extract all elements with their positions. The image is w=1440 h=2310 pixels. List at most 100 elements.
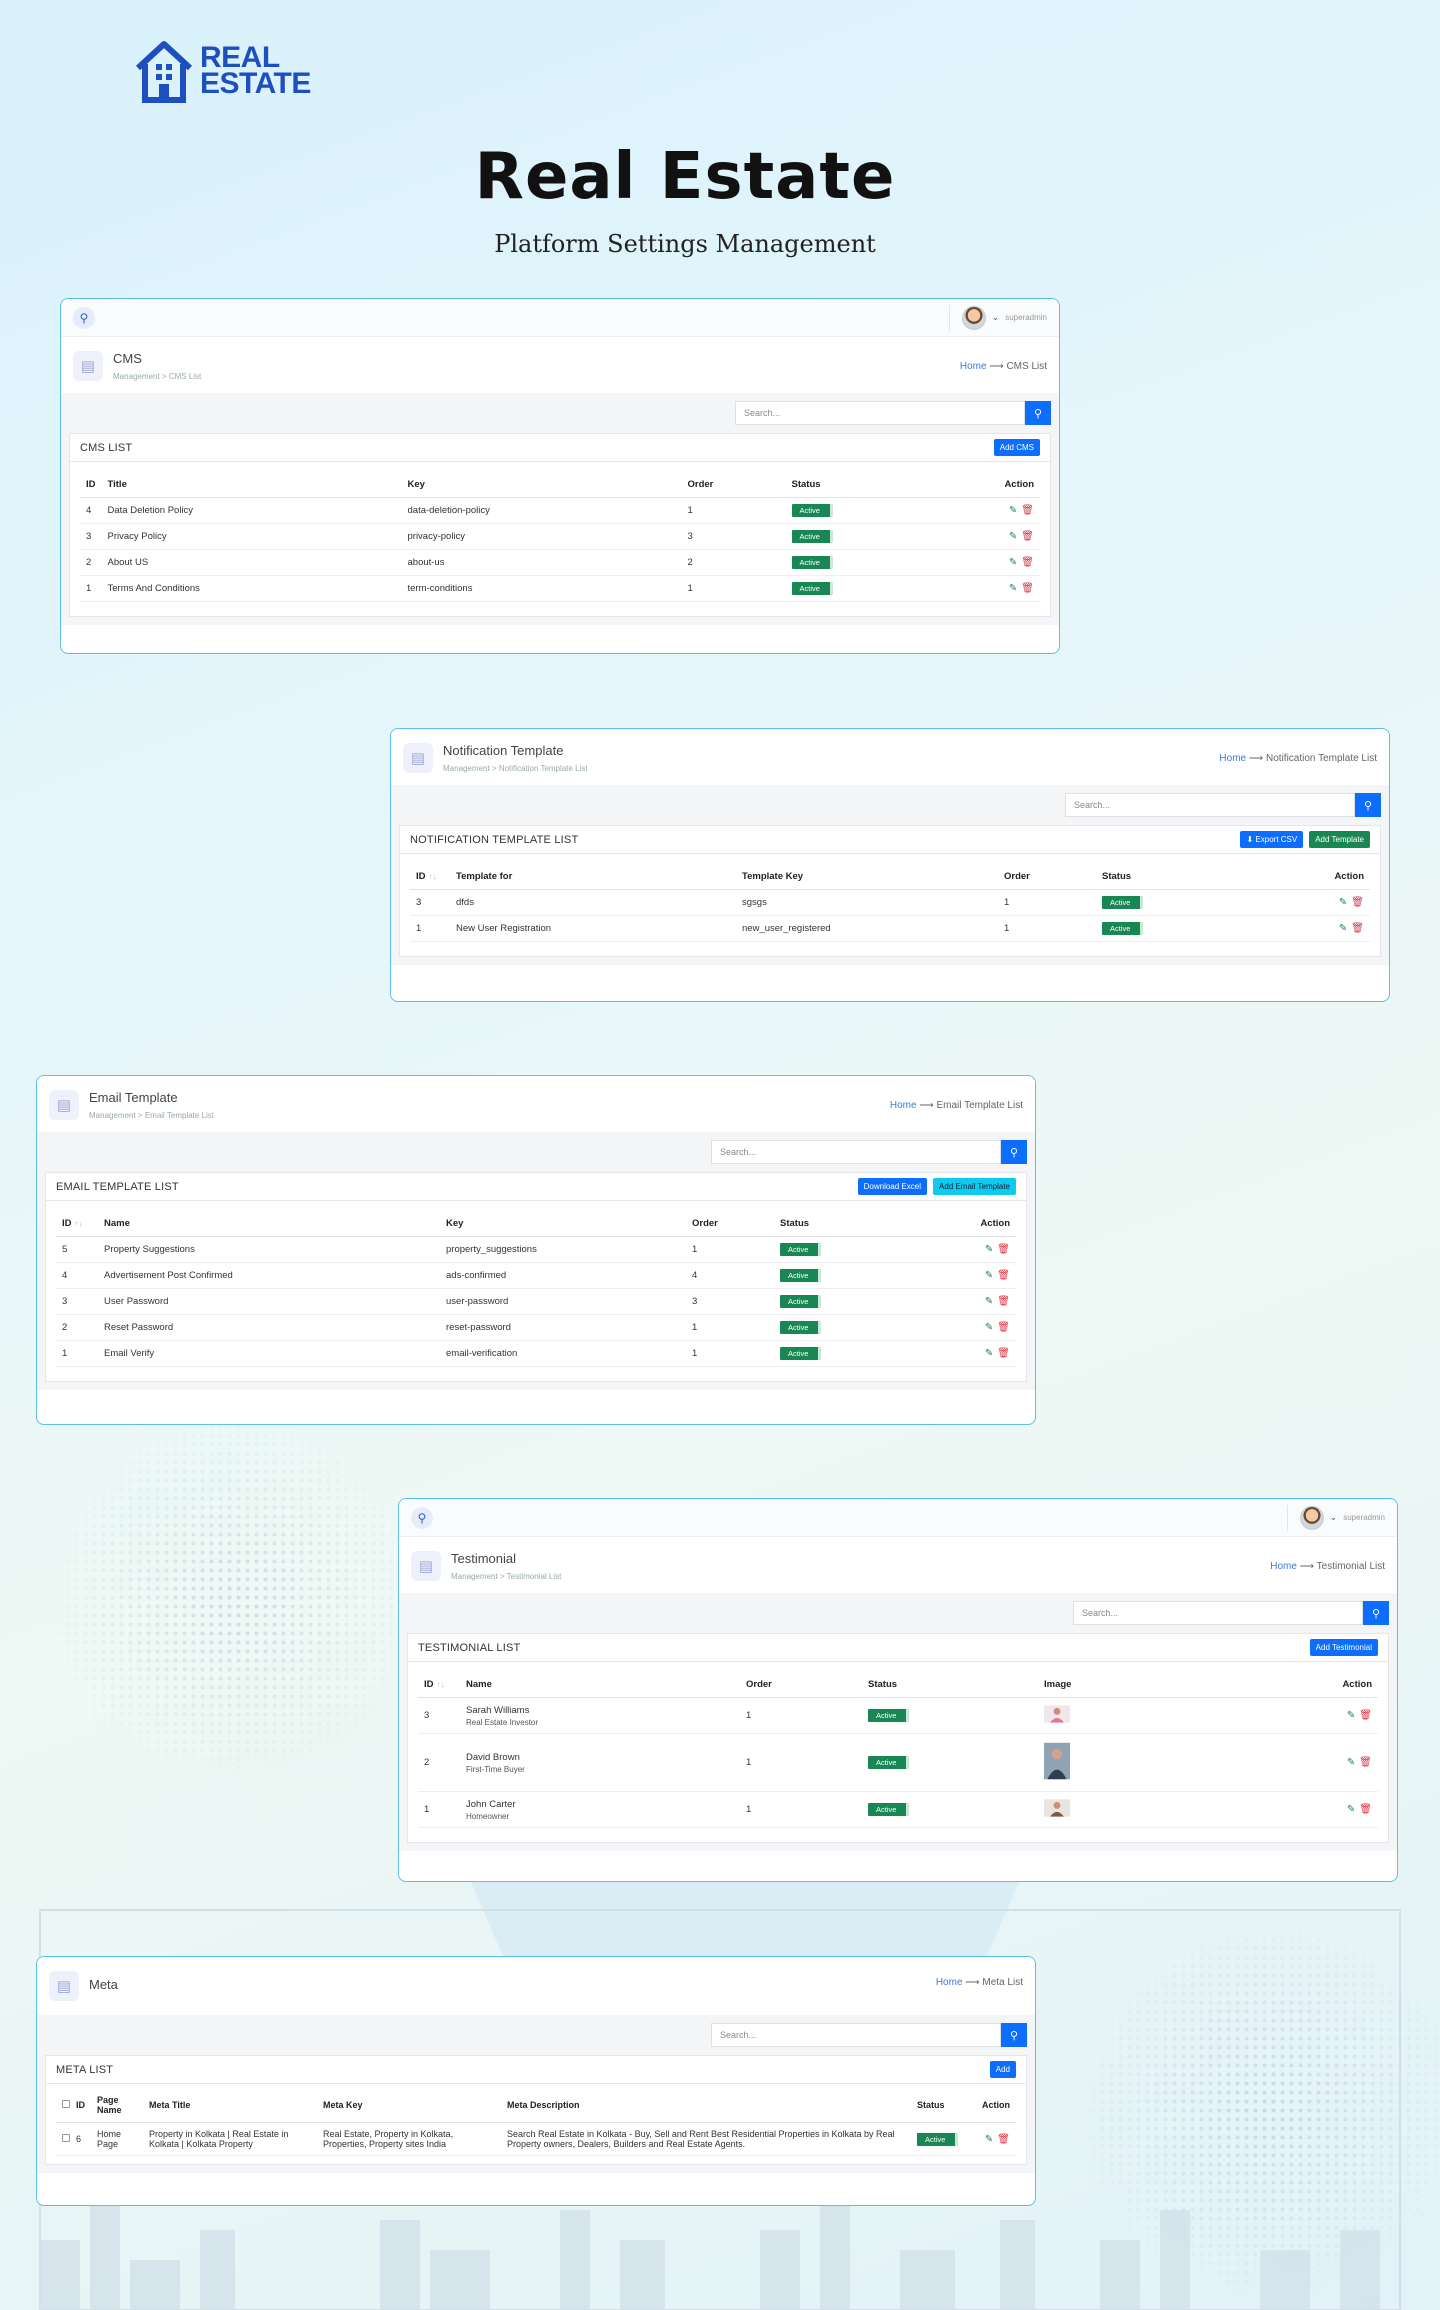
export-csv-button[interactable]: ⬇ Export CSV [1240,831,1304,848]
breadcrumb-home[interactable]: Home [959,361,987,372]
search-input[interactable]: Search... [711,1140,1001,1164]
search-button[interactable]: ⚲ [1001,2023,1027,2047]
search-button[interactable]: ⚲ [1025,401,1051,425]
status-toggle[interactable]: Active [780,1347,822,1360]
edit-icon[interactable]: ✎ [1346,1757,1356,1768]
edit-icon[interactable]: ✎ [1008,557,1018,568]
status-toggle[interactable]: Active [791,504,833,517]
delete-icon[interactable]: 🗑 [1359,1757,1372,1768]
status-toggle[interactable]: Active [791,582,833,595]
col-status[interactable]: Status [785,472,929,498]
search-input[interactable]: Search... [711,2023,1001,2047]
breadcrumb-home[interactable]: Home [889,1100,917,1111]
status-toggle[interactable]: Active [868,1756,910,1769]
edit-icon[interactable]: ✎ [1346,1804,1356,1815]
status-toggle[interactable]: Active [780,1243,822,1256]
search-toggle-icon[interactable]: ⚲ [73,306,95,329]
delete-icon[interactable]: 🗑 [997,2133,1010,2145]
delete-icon[interactable]: 🗑 [1351,897,1364,908]
edit-icon[interactable]: ✎ [1338,897,1348,908]
col-order[interactable]: Order [686,1211,774,1237]
col-meta-description[interactable]: Meta Description [501,2088,911,2123]
select-all-checkbox[interactable] [62,2100,70,2108]
col-title[interactable]: Title [101,472,402,498]
status-toggle[interactable]: Active [868,1803,910,1816]
col-meta-key[interactable]: Meta Key [317,2088,501,2123]
status-toggle[interactable]: Active [868,1709,910,1722]
delete-icon[interactable]: 🗑 [997,1244,1010,1255]
col-name[interactable]: Name [98,1211,440,1237]
add-template-button[interactable]: Add Template [1309,831,1370,848]
page-header: ▤ Email Template Management > Email Temp… [37,1076,1035,1132]
col-page-name[interactable]: Page Name [91,2088,143,2123]
col-id[interactable]: ID [80,472,102,498]
col-id[interactable]: ID ↑↓ [418,1672,460,1698]
delete-icon[interactable]: 🗑 [1359,1804,1372,1815]
status-toggle[interactable]: Active [780,1321,822,1334]
search-input[interactable]: Search... [1073,1601,1363,1625]
edit-icon[interactable]: ✎ [1008,531,1018,542]
download-excel-button[interactable]: Download Excel [857,1178,927,1195]
edit-icon[interactable]: ✎ [1338,923,1348,934]
col-template-key[interactable]: Template Key [736,864,998,890]
delete-icon[interactable]: 🗑 [997,1270,1010,1281]
edit-icon[interactable]: ✎ [984,2133,994,2145]
col-id[interactable]: ID ↑↓ [56,1211,98,1237]
col-status[interactable]: Status [862,1672,1038,1698]
edit-icon[interactable]: ✎ [984,1348,994,1359]
status-toggle[interactable]: Active [917,2132,959,2146]
add-cms-button[interactable]: Add CMS [993,439,1040,456]
row-checkbox[interactable] [62,2134,70,2142]
edit-icon[interactable]: ✎ [984,1270,994,1281]
delete-icon[interactable]: 🗑 [1021,531,1034,542]
breadcrumb-home[interactable]: Home [935,1977,963,1988]
status-toggle[interactable]: Active [791,556,833,569]
add-email-template-button[interactable]: Add Email Template [933,1178,1016,1195]
delete-icon[interactable]: 🗑 [1021,557,1034,568]
col-status[interactable]: Status [911,2088,972,2123]
delete-icon[interactable]: 🗑 [1021,583,1034,594]
col-status[interactable]: Status [1096,864,1251,890]
user-menu[interactable]: ⌄ superadmin [948,304,1047,331]
col-order[interactable]: Order [998,864,1096,890]
delete-icon[interactable]: 🗑 [997,1348,1010,1359]
col-meta-title[interactable]: Meta Title [143,2088,317,2123]
delete-icon[interactable]: 🗑 [997,1296,1010,1307]
breadcrumb-home[interactable]: Home [1270,1561,1297,1572]
search-input[interactable]: Search... [1065,793,1355,817]
status-toggle[interactable]: Active [780,1295,822,1308]
search-button[interactable]: ⚲ [1001,1140,1027,1164]
col-name[interactable]: Name [460,1672,740,1698]
search-toggle-icon[interactable]: ⚲ [411,1506,433,1529]
col-id[interactable]: ID ↑↓ [410,864,450,890]
col-template-for[interactable]: Template for [450,864,736,890]
delete-icon[interactable]: 🗑 [1359,1710,1372,1721]
col-id[interactable]: ID [70,2088,91,2123]
search-button[interactable]: ⚲ [1355,793,1381,817]
user-menu[interactable]: ⌄ superadmin [1286,1504,1385,1531]
status-toggle[interactable]: Active [1102,896,1144,909]
edit-icon[interactable]: ✎ [1008,505,1018,516]
status-toggle[interactable]: Active [780,1269,822,1282]
status-toggle[interactable]: Active [791,530,833,543]
edit-icon[interactable]: ✎ [984,1244,994,1255]
col-key[interactable]: Key [440,1211,686,1237]
add-meta-button[interactable]: Add [989,2061,1016,2078]
edit-icon[interactable]: ✎ [1346,1710,1356,1721]
status-toggle[interactable]: Active [1102,922,1144,935]
search-button[interactable]: ⚲ [1363,1601,1389,1625]
edit-icon[interactable]: ✎ [1008,583,1018,594]
delete-icon[interactable]: 🗑 [1021,505,1034,516]
add-testimonial-button[interactable]: Add Testimonial [1309,1639,1378,1656]
delete-icon[interactable]: 🗑 [997,1322,1010,1333]
edit-icon[interactable]: ✎ [984,1322,994,1333]
col-key[interactable]: Key [401,472,682,498]
col-order[interactable]: Order [681,472,786,498]
breadcrumb-home[interactable]: Home [1219,753,1247,764]
col-status[interactable]: Status [774,1211,911,1237]
edit-icon[interactable]: ✎ [984,1296,994,1307]
delete-icon[interactable]: 🗑 [1351,923,1364,934]
search-input[interactable]: Search... [735,401,1025,425]
col-order[interactable]: Order [740,1672,862,1698]
download-icon: ⬇ [1246,835,1256,844]
